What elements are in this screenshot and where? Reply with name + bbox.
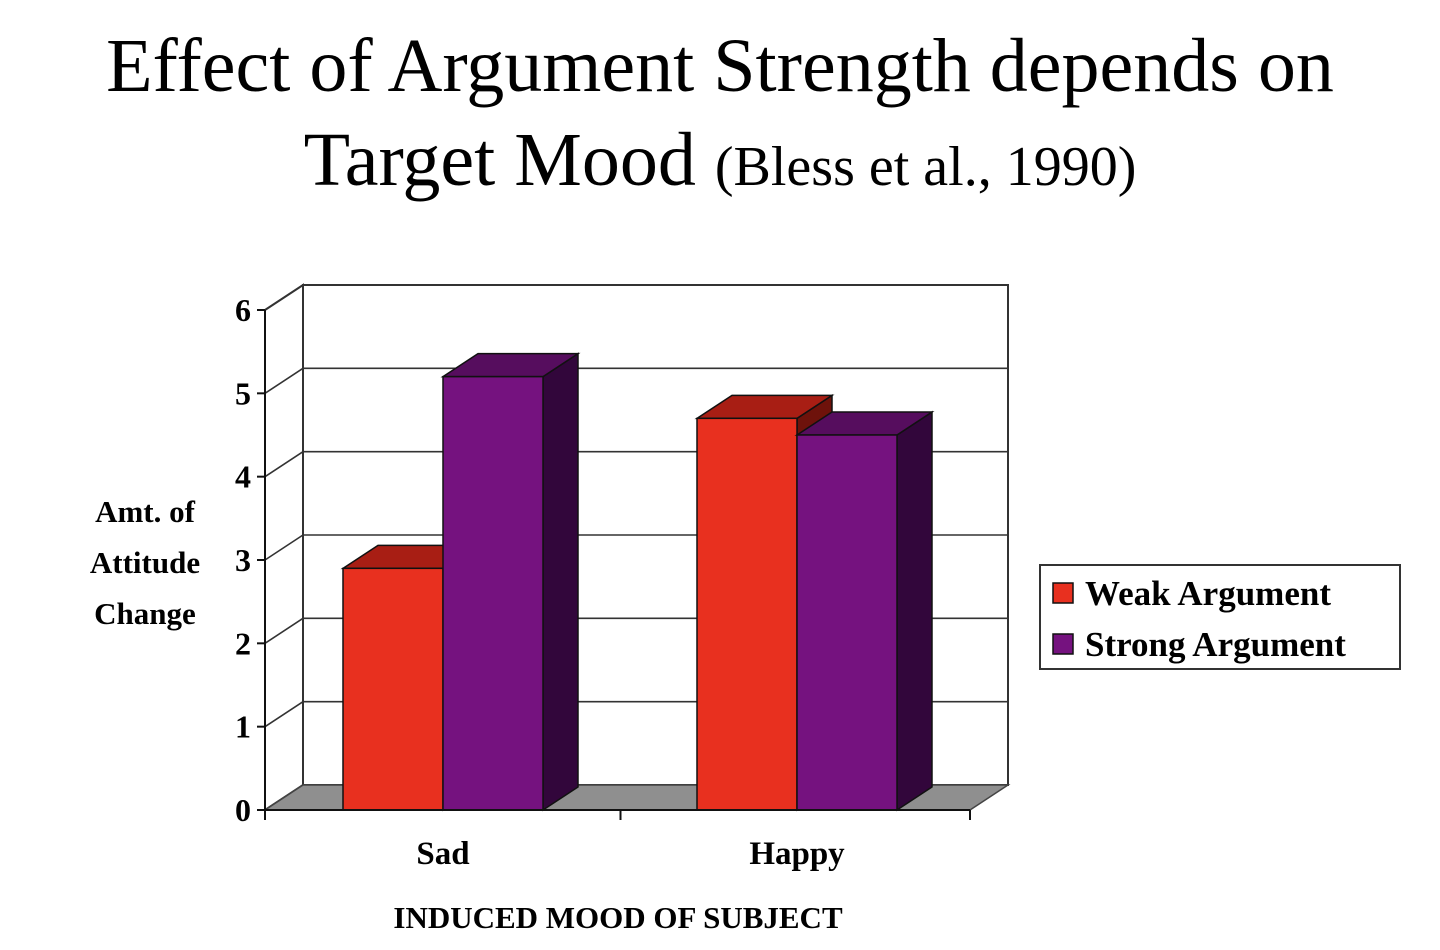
bar-side xyxy=(896,410,933,812)
y-axis-label: Change xyxy=(94,596,196,631)
legend-label: Strong Argument xyxy=(1085,625,1346,664)
y-tick-label: 2 xyxy=(235,625,251,661)
gridline xyxy=(264,367,1008,395)
y-axis-label: Attitude xyxy=(90,545,200,580)
bar-sad-strong xyxy=(440,352,581,812)
y-tick-label: 4 xyxy=(235,459,251,495)
x-category-label: Sad xyxy=(416,836,469,872)
bar-front xyxy=(696,417,798,811)
x-category-label: Happy xyxy=(749,836,845,872)
legend-swatch xyxy=(1052,633,1074,655)
legend-label: Weak Argument xyxy=(1085,574,1331,613)
legend: Weak Argument Strong Argument xyxy=(1039,564,1401,670)
x-axis-label: INDUCED MOOD OF SUBJECT xyxy=(393,900,843,935)
gridline xyxy=(264,284,1008,311)
chart-citation: (Bless et al., 1990) xyxy=(714,136,1137,198)
bar-front xyxy=(342,567,444,811)
chart-title-main: Target Mood xyxy=(303,118,696,202)
bar-side xyxy=(542,352,579,812)
bar-front xyxy=(442,375,544,811)
y-tick-label: 5 xyxy=(235,375,251,411)
y-tick-label: 3 xyxy=(235,542,251,578)
y-tick-label: 1 xyxy=(235,709,251,745)
legend-box xyxy=(1039,564,1401,670)
y-tick-label: 6 xyxy=(235,292,251,328)
bar-front xyxy=(796,434,898,811)
legend-swatch xyxy=(1052,582,1074,604)
y-tick-label: 0 xyxy=(235,792,251,828)
y-axis-label: Amt. of xyxy=(95,494,196,529)
chart-title-line1: Effect of Argument Strength depends on xyxy=(106,24,1334,108)
bar-happy-strong xyxy=(794,410,935,812)
chart-title-line2: Target Mood (Bless et al., 1990) xyxy=(0,122,1440,198)
